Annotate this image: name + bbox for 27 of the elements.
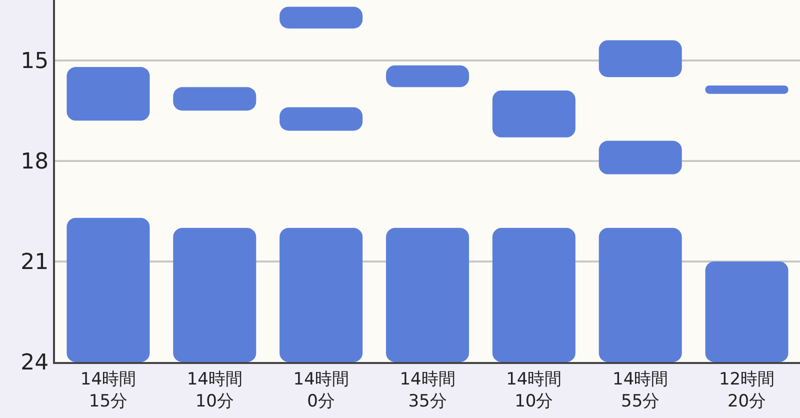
y-tick-label: 21 [20, 250, 49, 276]
bar [280, 6, 363, 28]
x-tick-label: 14時間 10分 [506, 369, 562, 412]
bar [173, 87, 256, 111]
x-tick-label: 14時間 15分 [80, 369, 136, 412]
bar [280, 228, 363, 362]
bar [386, 228, 470, 362]
bar [705, 261, 788, 362]
bar [173, 228, 256, 362]
x-tick-label: 12時間 20分 [718, 369, 775, 412]
bar [705, 85, 788, 94]
bar [598, 40, 682, 78]
x-tick-label: 14時間 0分 [293, 369, 349, 412]
x-tick-label: 14時間 35分 [400, 369, 456, 412]
bar [492, 90, 576, 138]
bar [280, 107, 363, 131]
bar [386, 65, 470, 88]
bar [492, 228, 576, 362]
bar [598, 140, 682, 174]
y-tick-label: 24 [20, 350, 49, 376]
bar [66, 218, 150, 362]
bar [66, 67, 150, 121]
x-tick-label: 14時間 55分 [612, 369, 668, 412]
bar [598, 228, 682, 362]
y-tick-label: 18 [20, 150, 49, 175]
y-tick-label: 15 [20, 49, 49, 74]
x-tick-label: 14時間 10分 [186, 369, 242, 412]
